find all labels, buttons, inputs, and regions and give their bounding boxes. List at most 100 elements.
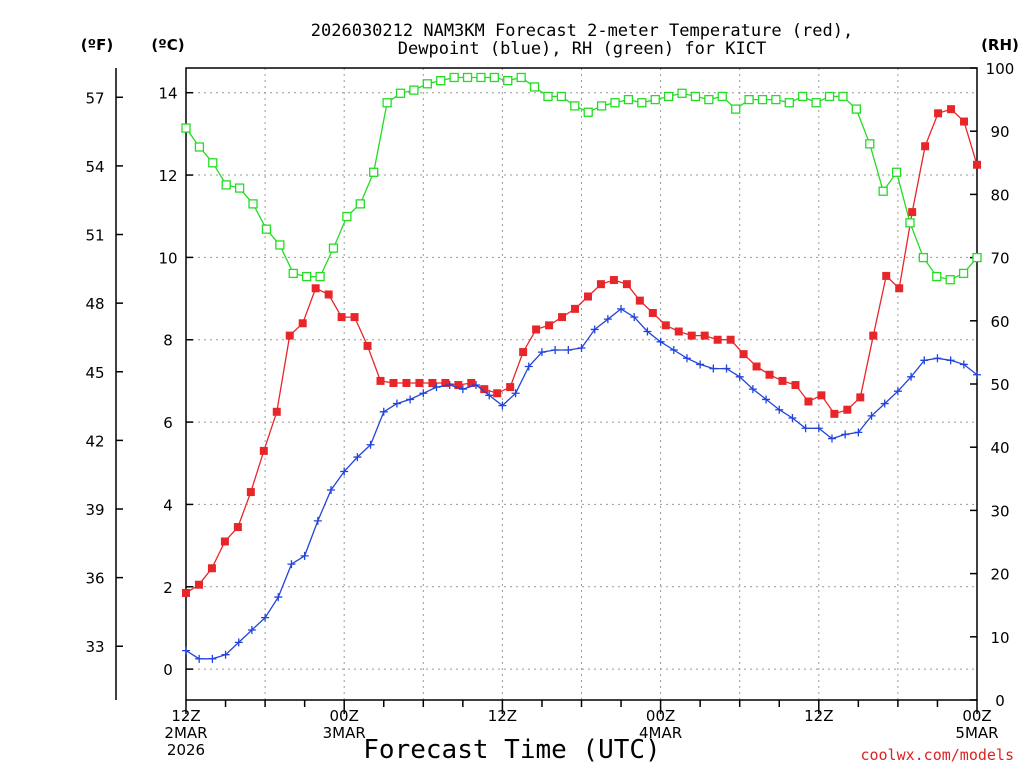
temperature-point (583, 292, 592, 301)
temperature-point (635, 296, 644, 305)
temperature-point (415, 378, 424, 387)
dewpoint-point (313, 516, 322, 525)
rh-tick-label: 70 (990, 250, 1009, 268)
rh-point (596, 101, 607, 111)
rh-point (865, 139, 875, 149)
rh-point (489, 72, 500, 83)
x-tick-label: 00Z (330, 707, 359, 725)
temperature-point (480, 385, 489, 394)
dewpoint-point (379, 407, 388, 416)
temperature-point (233, 523, 242, 532)
fahrenheit-tick-label: 48 (85, 295, 104, 313)
chart-title-line1: 2026030212 NAM3KM Forecast 2-meter Tempe… (311, 21, 853, 41)
celsius-tick-label: 14 (158, 85, 177, 103)
rh-point (583, 107, 593, 117)
dewpoint-point (498, 401, 507, 410)
celsius-tick-label: 10 (158, 249, 177, 267)
rh-point (623, 94, 634, 105)
temperature-point (830, 409, 839, 418)
x-tick-label: 00Z (962, 707, 991, 725)
dewpoint-point (208, 654, 217, 663)
series-dewpoint (182, 304, 981, 663)
temperature-point (882, 271, 891, 280)
dewpoint-point (669, 346, 678, 355)
rh-point (704, 94, 714, 105)
data-series (181, 72, 982, 663)
temperature-point (337, 313, 346, 322)
celsius-tick-label: 4 (163, 496, 173, 514)
fahrenheit-tick-label: 54 (85, 158, 104, 176)
dewpoint-point (867, 411, 876, 420)
temperature-point (558, 313, 567, 322)
rh-point (288, 268, 298, 279)
x-tick-label: 12Z (804, 707, 833, 725)
rh-point (328, 243, 339, 253)
rh-point (194, 142, 205, 152)
x-tick-label: 12Z (488, 707, 517, 725)
dewpoint-point (537, 348, 546, 357)
temperature-point (817, 391, 826, 400)
dewpoint-point (577, 343, 586, 352)
dewpoint-point (709, 364, 718, 373)
temperature-point (182, 588, 190, 597)
temperature-point (194, 580, 203, 589)
temperature-point (454, 381, 463, 390)
rh-point (382, 98, 392, 108)
rh-point (958, 268, 969, 279)
dewpoint-point (524, 362, 533, 371)
dewpoint-point (775, 405, 784, 414)
dewpoint-point (854, 428, 863, 437)
dewpoint-point (406, 395, 415, 404)
fahrenheit-tick-label: 42 (85, 432, 104, 450)
rh-tick-label: 90 (990, 123, 1009, 141)
temperature-point (402, 378, 411, 387)
dewpoint-point (340, 467, 349, 476)
rh-point (409, 85, 419, 95)
rh-point (663, 91, 674, 102)
temperature-point (661, 321, 670, 330)
rh-point (972, 252, 982, 263)
temperature-point (220, 537, 229, 546)
temperature-point (622, 280, 631, 289)
dewpoint-point (261, 613, 270, 622)
rh-point (436, 75, 446, 86)
x-axis-title: Forecast Time (UTC) (363, 735, 660, 765)
dewpoint-point (682, 354, 691, 363)
temperature-point (272, 407, 281, 416)
temperature-point (519, 348, 528, 357)
temperature-point (804, 397, 813, 406)
fahrenheit-unit-label: (ºF) (81, 36, 113, 54)
rh-point (811, 98, 821, 108)
fahrenheit-tick-label: 45 (85, 364, 104, 382)
rh-tick-label: 10 (990, 629, 1009, 647)
dewpoint-point (880, 399, 889, 408)
rh-tick-label: 0 (995, 692, 1005, 710)
temperature-point (596, 280, 605, 289)
temperature-point (921, 142, 930, 151)
temperature-point (467, 378, 476, 387)
temperature-point (739, 350, 748, 359)
dewpoint-point (696, 360, 705, 369)
rh-point (355, 199, 365, 209)
dewpoint-point (221, 650, 230, 659)
temperature-point (350, 313, 359, 322)
dewpoint-point (195, 654, 204, 663)
rh-point (891, 167, 902, 177)
temperature-point (960, 117, 969, 126)
series-2-meter-temperature (182, 105, 981, 597)
rh-point (556, 91, 567, 102)
rh-tick-label: 80 (990, 186, 1009, 204)
grid-lines (186, 68, 977, 700)
temperature-point (765, 370, 774, 379)
celsius-tick-label: 6 (163, 414, 173, 432)
dewpoint-point (485, 391, 494, 400)
temperature-point (843, 405, 852, 414)
rh-point (529, 82, 540, 92)
rh-point (771, 94, 781, 105)
rh-point (731, 104, 741, 114)
temperature-point (324, 290, 333, 299)
dewpoint-point (564, 346, 573, 355)
x-tick-label: 2MAR (164, 724, 207, 742)
rh-point (503, 75, 513, 86)
rh-point (717, 91, 727, 102)
